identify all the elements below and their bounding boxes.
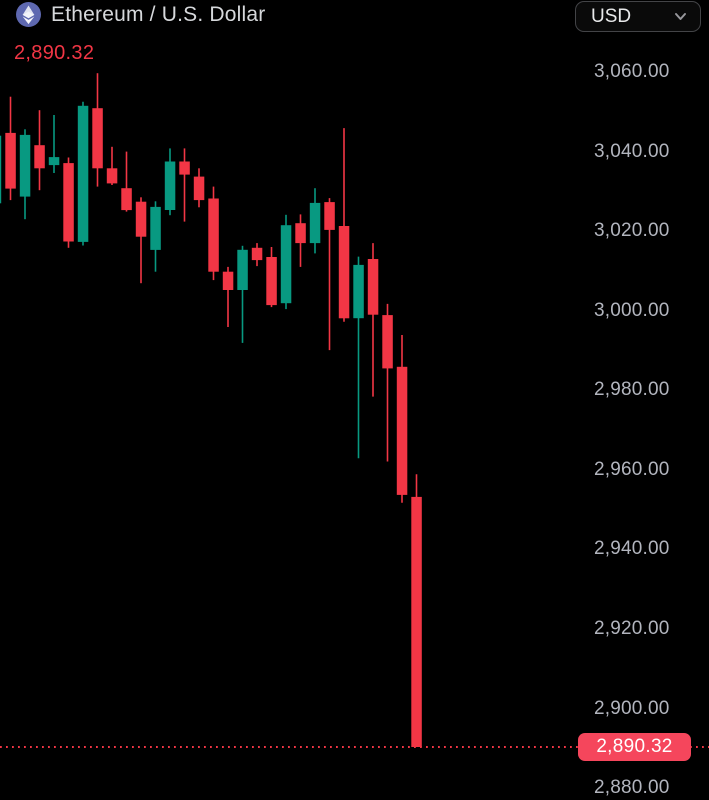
chevron-down-icon: [675, 13, 686, 20]
price-axis-label: 3,000.00: [594, 300, 670, 321]
candle-body: [382, 315, 393, 369]
candle: [34, 110, 45, 191]
candle: [0, 135, 2, 204]
candle-body: [34, 145, 45, 169]
candle-body: [63, 163, 74, 242]
candle-body: [237, 249, 248, 290]
price-axis-label: 2,920.00: [594, 618, 670, 639]
candle: [251, 243, 263, 267]
candle-body: [121, 188, 132, 211]
candle-body: [179, 161, 190, 175]
candle: [121, 151, 132, 212]
candle: [280, 214, 292, 310]
candle: [135, 197, 147, 284]
candle-body: [324, 202, 335, 230]
ethereum-icon: [16, 2, 41, 27]
candle: [19, 129, 31, 220]
currency-selector[interactable]: USD: [575, 1, 701, 32]
candle-body: [411, 496, 422, 747]
candle: [324, 198, 335, 351]
candle: [48, 115, 60, 173]
price-axis-label: 2,980.00: [594, 379, 670, 400]
candle-body: [135, 201, 147, 237]
candle-body: [396, 366, 408, 495]
candle: [338, 128, 350, 322]
candle: [63, 157, 74, 248]
candle-body: [48, 157, 60, 166]
candle: [309, 188, 321, 254]
candle-body: [338, 226, 350, 319]
price-axis-label: 2,960.00: [594, 459, 670, 480]
candle: [295, 214, 306, 267]
candle-body: [222, 271, 234, 290]
candle-body: [19, 134, 31, 197]
last-price-badge-value: 2,890.32: [596, 736, 673, 757]
candle: [208, 186, 219, 281]
candle-body: [106, 168, 118, 184]
candle-body: [353, 264, 364, 319]
chart-header: Ethereum / U.S. Dollar 2,890.32: [14, 2, 265, 64]
candle: [150, 201, 161, 272]
candle-body: [295, 223, 306, 244]
candle: [266, 247, 277, 308]
price-axis-label: 2,880.00: [594, 777, 670, 798]
candle-body: [309, 202, 321, 244]
candle: [382, 303, 393, 462]
header-last-price: 2,890.32: [14, 42, 95, 64]
candle: [92, 73, 103, 187]
candle: [164, 148, 176, 216]
candle-body: [0, 135, 2, 204]
candle-body: [280, 225, 292, 304]
price-axis-label: 2,940.00: [594, 538, 670, 559]
candle: [353, 256, 364, 459]
currency-selector-value: USD: [591, 6, 632, 27]
candle: [367, 243, 379, 397]
price-axis-label: 3,020.00: [594, 220, 670, 241]
candle: [77, 101, 89, 246]
candle: [179, 148, 190, 222]
last-price-badge: 2,890.32: [578, 733, 691, 761]
candle: [237, 245, 248, 343]
candle: [396, 335, 408, 503]
price-axis-label: 2,900.00: [594, 698, 670, 719]
candle-body: [92, 108, 103, 169]
candle-body: [193, 176, 205, 201]
symbol-row: Ethereum / U.S. Dollar: [16, 2, 265, 27]
candle: [222, 266, 234, 327]
candle-body: [77, 105, 89, 242]
symbol-title: Ethereum / U.S. Dollar: [51, 2, 266, 26]
candle: [193, 168, 205, 208]
price-axis[interactable]: 3,060.00 3,040.00 3,020.00 3,000.00 2,980.00…: [578, 0, 709, 800]
candle-body: [208, 198, 219, 272]
candle: [5, 96, 16, 201]
candle-body: [251, 247, 263, 261]
price-axis-label: 3,060.00: [594, 61, 670, 82]
candle-body: [5, 132, 16, 189]
candle-body: [367, 259, 379, 315]
candle: [411, 474, 422, 747]
candle-body: [266, 257, 277, 306]
candle-body: [150, 206, 161, 250]
candle: [106, 146, 118, 185]
price-axis-label: 3,040.00: [594, 141, 670, 162]
candle-body: [164, 161, 176, 210]
